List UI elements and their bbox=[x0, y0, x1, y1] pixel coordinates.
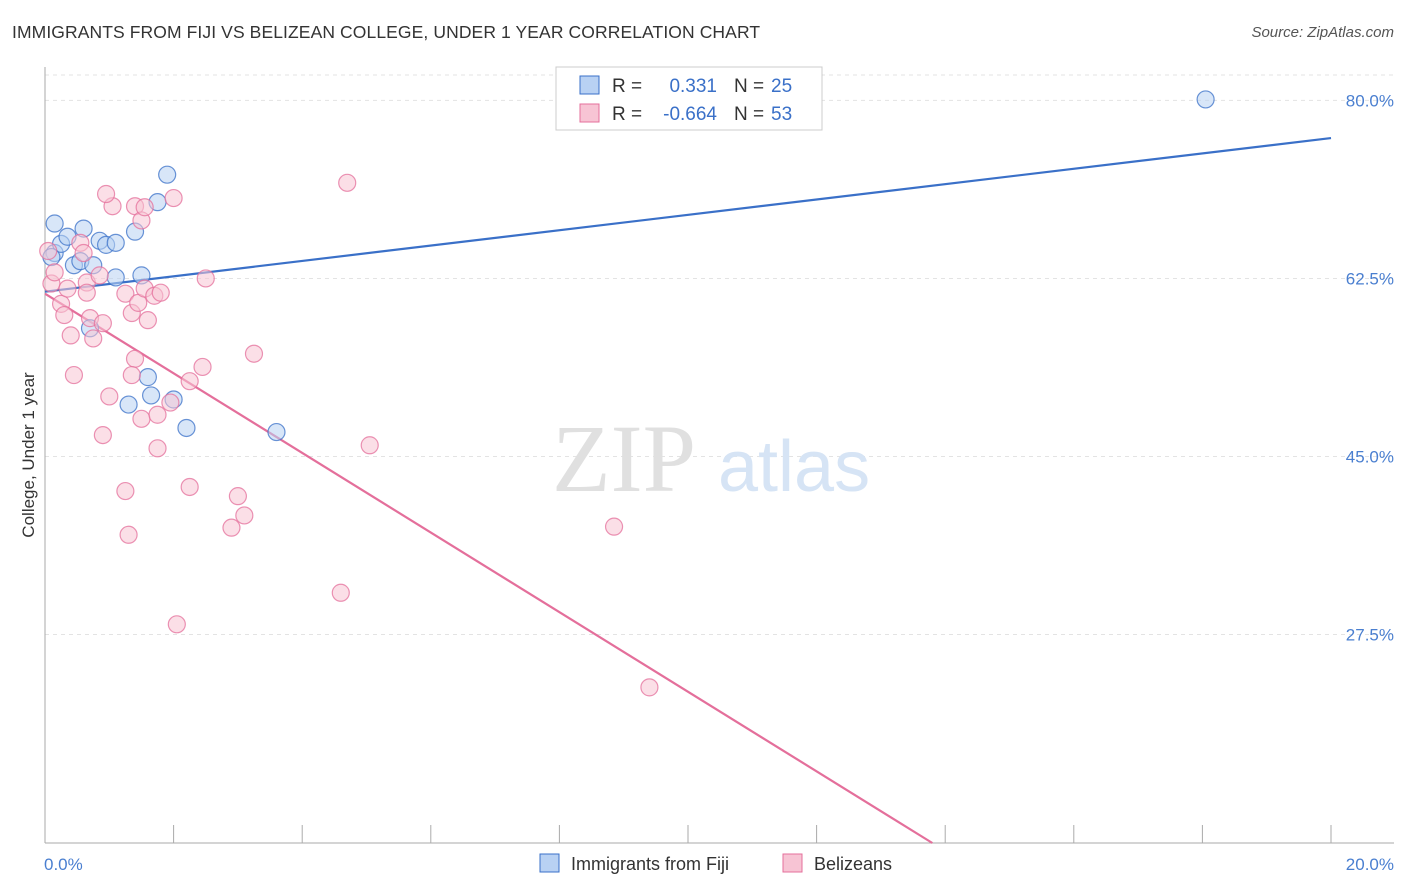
chart-source: Source: ZipAtlas.com bbox=[1251, 24, 1394, 41]
point-belize-47 bbox=[167, 615, 186, 634]
point-belize-49 bbox=[338, 173, 357, 192]
legend-n-value-fiji: 25 bbox=[771, 76, 792, 97]
trend-line-belize bbox=[44, 292, 933, 844]
watermark-zip: ZIP bbox=[552, 405, 696, 512]
point-belize-4 bbox=[55, 305, 74, 325]
series-legend: Immigrants from Fiji Belizeans bbox=[539, 853, 892, 874]
point-belize-50 bbox=[360, 436, 379, 455]
point-belize-9 bbox=[74, 243, 93, 263]
point-belize-19 bbox=[96, 184, 116, 204]
point-belize-2 bbox=[45, 263, 64, 282]
point-belize-42 bbox=[119, 525, 138, 544]
watermark: ZIP atlas bbox=[552, 405, 870, 512]
x-tick-labels: 0.0% 20.0% bbox=[44, 855, 1394, 874]
point-belize-6 bbox=[58, 279, 77, 298]
bottom-legend-label-fiji: Immigrants from Fiji bbox=[571, 854, 729, 874]
y-tick-label-1: 62.5% bbox=[1346, 269, 1394, 288]
legend-n-label-belize: N = bbox=[734, 104, 764, 125]
point-belize-46 bbox=[244, 344, 264, 363]
x-tick-label-0: 0.0% bbox=[44, 855, 83, 874]
point-belize-16 bbox=[100, 387, 119, 406]
point-belize-31 bbox=[148, 405, 167, 424]
x-tick-label-1: 20.0% bbox=[1346, 855, 1394, 874]
data-points bbox=[39, 90, 1215, 697]
legend-r-value-belize: -0.664 bbox=[663, 104, 717, 125]
point-belize-38 bbox=[180, 372, 199, 391]
point-belize-11 bbox=[84, 329, 103, 348]
point-belize-43 bbox=[222, 518, 241, 537]
point-fiji-19 bbox=[141, 386, 161, 405]
legend-r-label-belize: R = bbox=[612, 104, 642, 125]
bottom-legend-swatch-fiji bbox=[539, 853, 560, 873]
legend-swatch-belize bbox=[579, 103, 600, 123]
point-belize-13 bbox=[77, 283, 96, 302]
stats-legend: R = 0.331 N = 25 R = -0.664 N = 53 bbox=[555, 66, 823, 131]
point-fiji-18 bbox=[119, 395, 138, 414]
y-tick-label-3: 27.5% bbox=[1346, 625, 1394, 644]
point-belize-40 bbox=[196, 269, 215, 288]
point-belize-39 bbox=[193, 357, 212, 377]
legend-r-value-fiji: 0.331 bbox=[669, 76, 717, 97]
y-axis-label: College, Under 1 year bbox=[19, 372, 38, 538]
point-belize-41 bbox=[116, 481, 135, 501]
point-belize-14 bbox=[90, 266, 109, 285]
point-fiji-15 bbox=[158, 165, 177, 184]
chart-title: IMMIGRANTS FROM FIJI VS BELIZEAN COLLEGE… bbox=[12, 22, 761, 42]
point-belize-48 bbox=[331, 583, 350, 602]
point-belize-37 bbox=[180, 477, 199, 497]
point-belize-36 bbox=[164, 188, 183, 208]
point-belize-34 bbox=[148, 439, 167, 458]
bottom-legend-swatch-belize bbox=[782, 853, 803, 873]
point-belize-33 bbox=[135, 198, 154, 217]
point-belize-15 bbox=[93, 314, 112, 333]
point-belize-22 bbox=[125, 349, 145, 368]
point-fiji-12 bbox=[106, 268, 125, 287]
point-belize-5 bbox=[61, 326, 80, 345]
legend-n-value-belize: 53 bbox=[771, 104, 792, 125]
point-fiji-22 bbox=[267, 422, 286, 442]
legend-r-label-fiji: R = bbox=[612, 76, 642, 97]
point-belize-45 bbox=[235, 506, 254, 525]
point-fiji-17 bbox=[138, 368, 157, 387]
watermark-atlas: atlas bbox=[718, 427, 870, 507]
point-fiji-21 bbox=[177, 418, 196, 438]
point-belize-24 bbox=[132, 409, 151, 428]
y-tick-labels: 80.0% 62.5% 45.0% 27.5% bbox=[1346, 91, 1394, 644]
y-tick-label-0: 80.0% bbox=[1346, 91, 1394, 110]
point-belize-0 bbox=[39, 241, 58, 261]
point-fiji-23 bbox=[1196, 90, 1215, 109]
point-fiji-10 bbox=[106, 233, 125, 252]
bottom-legend-label-belize: Belizeans bbox=[814, 854, 892, 874]
point-belize-32 bbox=[151, 283, 170, 302]
trend-line-fiji bbox=[44, 136, 1332, 293]
point-belize-44 bbox=[228, 487, 247, 506]
point-belize-17 bbox=[93, 425, 112, 445]
point-belize-35 bbox=[161, 393, 180, 412]
point-belize-25 bbox=[122, 365, 141, 385]
y-tick-label-2: 45.0% bbox=[1346, 447, 1394, 466]
axes bbox=[44, 67, 1394, 844]
legend-n-label-fiji: N = bbox=[734, 76, 764, 97]
point-belize-20 bbox=[116, 284, 135, 303]
point-fiji-0 bbox=[45, 214, 64, 233]
point-belize-7 bbox=[64, 365, 84, 385]
legend-swatch-fiji bbox=[579, 75, 600, 95]
point-belize-51 bbox=[604, 517, 624, 536]
point-belize-52 bbox=[640, 678, 659, 697]
point-belize-29 bbox=[138, 311, 157, 330]
